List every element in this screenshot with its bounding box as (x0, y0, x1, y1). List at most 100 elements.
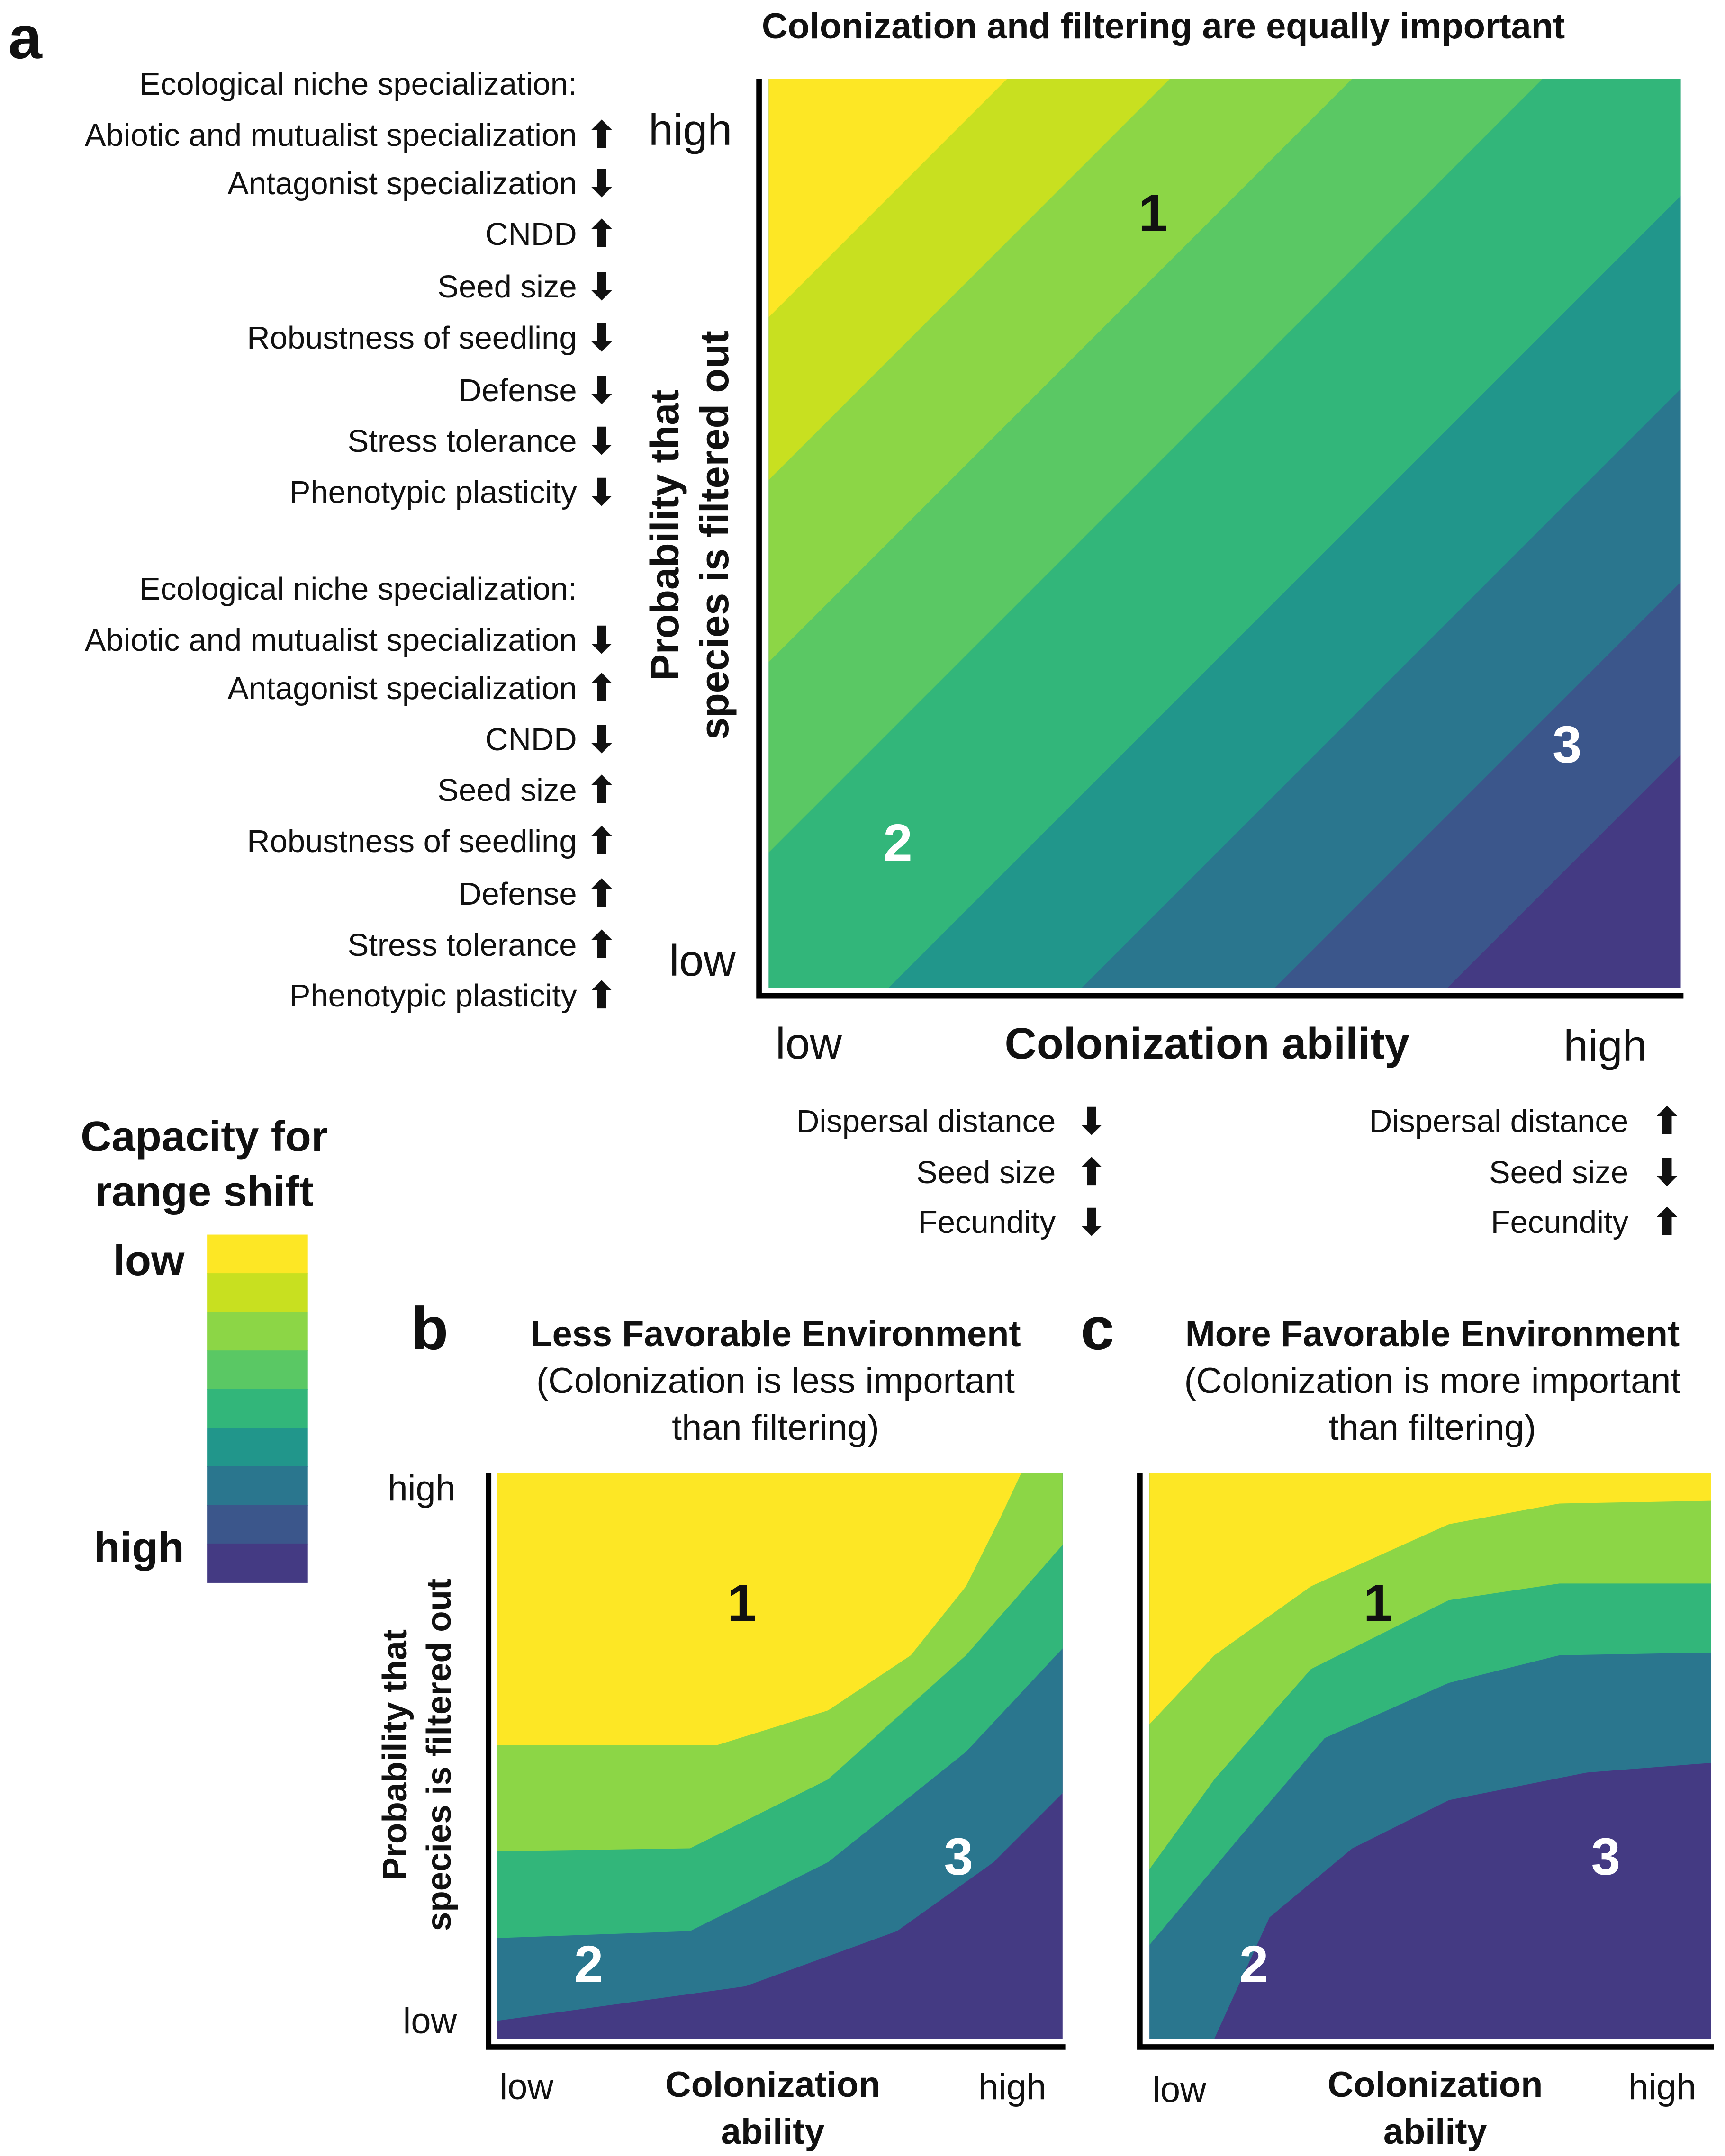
trait-label: Seed size (916, 1155, 1056, 1191)
legend-title-line1: Capacity for (81, 1112, 328, 1160)
trait-row: Abiotic and mutualist specialization ⬆ (85, 115, 621, 156)
trait-row: Seed size ⬇ (437, 266, 621, 307)
trait-row: Abiotic and mutualist specialization ⬇ (85, 620, 621, 661)
trait-label: Abiotic and mutualist specialization (84, 117, 577, 153)
trait-row: Seed size ⬇ (1489, 1152, 1686, 1193)
b-y-label-line2: species is filtered out (419, 1578, 458, 1931)
legend-swatch (207, 1234, 308, 1274)
trait-row: Ecological niche specialization: (139, 63, 621, 105)
arrow-down-icon: ⬇ (587, 719, 617, 760)
panel-c-title: More Favorable Environment (1185, 1314, 1680, 1355)
c-x-label-line2: ability (1383, 2111, 1487, 2152)
region-label-2: 2 (883, 813, 912, 872)
contour-band (1149, 1473, 1711, 1725)
legend-swatch (207, 1466, 308, 1506)
arrow-up-icon: ⬆ (587, 821, 617, 862)
arrow-up-icon: ⬆ (587, 770, 617, 811)
trait-label: Seed size (437, 773, 577, 808)
panel-c-subtitle-2: than filtering) (1328, 1408, 1536, 1448)
trait-row: CNDD ⬆ (485, 214, 621, 255)
trait-row: Robustness of seedling ⬇ (247, 317, 621, 359)
trait-label: Ecological niche specialization: (139, 571, 577, 607)
trait-row: Seed size ⬆ (916, 1152, 1111, 1193)
b-region-1: 1 (727, 1573, 757, 1632)
trait-row: Dispersal distance ⬆ (1369, 1101, 1687, 1142)
b-region-3: 3 (944, 1827, 973, 1886)
panel-b-heading: Less Favorable Environment (Colonization… (497, 1311, 1055, 1451)
trait-label: Fecundity (1490, 1204, 1629, 1240)
b-region-2: 2 (574, 1935, 604, 1994)
panel-c-axes (1137, 1473, 1714, 2050)
arrow-down-icon: ⬇ (1076, 1202, 1107, 1243)
legend-swatch (207, 1428, 308, 1467)
arrow-up-icon: ⬆ (587, 925, 617, 965)
trait-row: Ecological niche specialization: (139, 568, 621, 610)
arrow-down-icon: ⬇ (1652, 1152, 1682, 1193)
arrow-up-icon: ⬆ (587, 214, 617, 255)
panel-a-title: Colonization and filtering are equally i… (761, 6, 1565, 46)
trait-row: Fecundity ⬇ (918, 1202, 1111, 1243)
panel-b-subtitle-2: than filtering) (672, 1408, 879, 1448)
trait-row: Robustness of seedling ⬆ (247, 821, 621, 862)
trait-row: Stress tolerance ⬇ (348, 421, 621, 462)
panel-b-subtitle-1: (Colonization is less important (536, 1361, 1015, 1401)
region-label-3: 3 (1552, 715, 1582, 774)
trait-row: CNDD ⬇ (485, 719, 621, 760)
arrow-down-icon: ⬇ (587, 267, 617, 307)
trait-label: Dispersal distance (796, 1104, 1056, 1140)
legend-title-line2: range shift (95, 1168, 314, 1216)
panel-c-contour (1149, 1473, 1711, 2039)
arrow-down-icon: ⬇ (587, 370, 617, 411)
trait-row: Defense ⬇ (459, 370, 621, 411)
trait-row: Antagonist specialization ⬆ (227, 668, 621, 709)
arrow-down-icon: ⬇ (587, 163, 617, 204)
c-region-2: 2 (1239, 1935, 1269, 1994)
y-label-line2: species is filtered out (692, 331, 737, 740)
c-region-3: 3 (1591, 1827, 1621, 1886)
arrow-up-icon: ⬆ (587, 873, 617, 914)
arrow-up-icon: ⬆ (587, 976, 617, 1016)
legend-colorbar (207, 1234, 308, 1583)
trait-row: Fecundity ⬆ (1491, 1202, 1687, 1243)
b-x-low: low (499, 2067, 554, 2108)
arrow-up-icon: ⬆ (1652, 1202, 1682, 1243)
arrow-up-icon: ⬆ (587, 115, 617, 155)
trait-label: Antagonist specialization (227, 670, 577, 706)
b-y-high: high (388, 1468, 456, 1509)
arrow-down-icon: ⬇ (587, 317, 617, 358)
region-label-1: 1 (1138, 184, 1168, 243)
legend-swatch (207, 1350, 308, 1390)
panel-b-contour (497, 1473, 1063, 2039)
trait-row: Dispersal distance ⬇ (796, 1101, 1111, 1142)
arrow-up-icon: ⬆ (1076, 1152, 1107, 1193)
arrow-up-icon: ⬆ (1652, 1101, 1682, 1142)
legend-swatch (207, 1273, 308, 1313)
x-axis-label: Colonization ability (1004, 1018, 1409, 1068)
trait-row: Phenotypic plasticity ⬇ (289, 472, 621, 513)
y-label-line1: Probability that (642, 389, 687, 681)
trait-label: Phenotypic plasticity (289, 475, 577, 511)
arrow-down-icon: ⬇ (587, 421, 617, 462)
contour-band (497, 1473, 1063, 1745)
trait-row: Phenotypic plasticity ⬆ (289, 975, 621, 1016)
trait-label: Phenotypic plasticity (289, 978, 577, 1014)
trait-label: Seed size (1489, 1155, 1629, 1191)
arrow-up-icon: ⬆ (587, 668, 617, 709)
c-x-label-line1: Colonization (1328, 2064, 1543, 2105)
c-x-high: high (1628, 2067, 1697, 2108)
trait-label: Stress tolerance (347, 423, 577, 459)
panel-a-axes (756, 79, 1684, 999)
b-x-label: Colonization ability (638, 2061, 908, 2155)
panel-c-letter: c (1080, 1295, 1114, 1363)
trait-label: Seed size (437, 269, 577, 305)
trait-label: Defense (459, 876, 577, 912)
legend-swatch (207, 1389, 308, 1428)
c-x-label: Colonization ability (1300, 2061, 1571, 2155)
b-y-low: low (403, 2001, 457, 2041)
legend-swatch (207, 1543, 308, 1583)
arrow-down-icon: ⬇ (1076, 1101, 1107, 1142)
c-x-low: low (1152, 2070, 1206, 2111)
trait-label: Abiotic and mutualist specialization (84, 622, 577, 658)
